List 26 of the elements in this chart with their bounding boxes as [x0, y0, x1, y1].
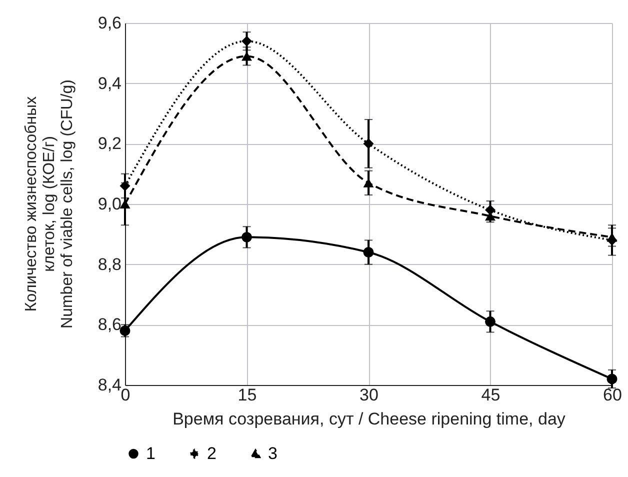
point — [485, 204, 496, 216]
point — [242, 232, 252, 242]
y-tick-label: 9,0 — [98, 194, 122, 214]
y-tick-label: 8,4 — [98, 376, 122, 394]
y-tick-label: 8,8 — [98, 254, 122, 274]
x-axis-title: Время созревания, сут / Cheese ripening time, day — [172, 410, 566, 428]
x-tick-label: 45 — [481, 386, 500, 404]
point — [120, 180, 130, 192]
y-tick-label: 9,2 — [98, 134, 122, 154]
y-tick-label: 9,6 — [98, 14, 122, 32]
point — [363, 138, 374, 149]
legend-label: 2 — [207, 444, 216, 463]
point — [363, 247, 374, 258]
x-tick-label: 30 — [360, 386, 378, 404]
point — [606, 374, 618, 384]
x-tick-label: 15 — [238, 386, 257, 404]
point — [485, 316, 496, 327]
x-tick-label: 60 — [603, 386, 622, 404]
x-tick-label: 0 — [120, 386, 130, 404]
point — [242, 52, 252, 61]
y-axis-title: Количество жизнеспособных клеток, log (КОЕ/г) Number of viable cells, log (CFU/g) — [23, 80, 76, 328]
y-tick-label: 9,4 — [98, 74, 122, 93]
legend-label: 1 — [146, 444, 156, 463]
legend-label: 3 — [268, 444, 278, 463]
y-tick-label: 8,6 — [98, 315, 122, 334]
point — [242, 36, 252, 46]
